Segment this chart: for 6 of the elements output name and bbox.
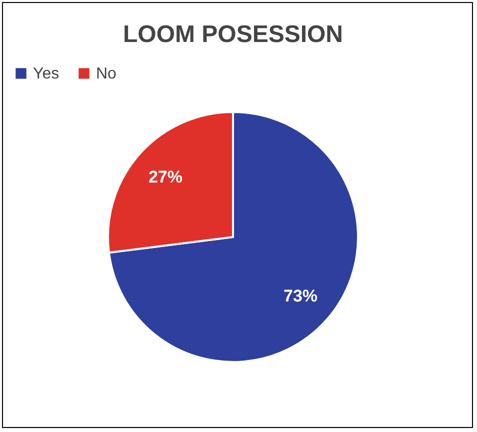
data-label: 73% xyxy=(283,286,318,306)
legend-label: No xyxy=(96,65,117,82)
data-label: 27% xyxy=(148,167,183,186)
legend-label: Yes xyxy=(33,65,60,82)
pie-slice xyxy=(108,111,359,363)
chart-title: LOOM POSESSION xyxy=(122,21,344,48)
